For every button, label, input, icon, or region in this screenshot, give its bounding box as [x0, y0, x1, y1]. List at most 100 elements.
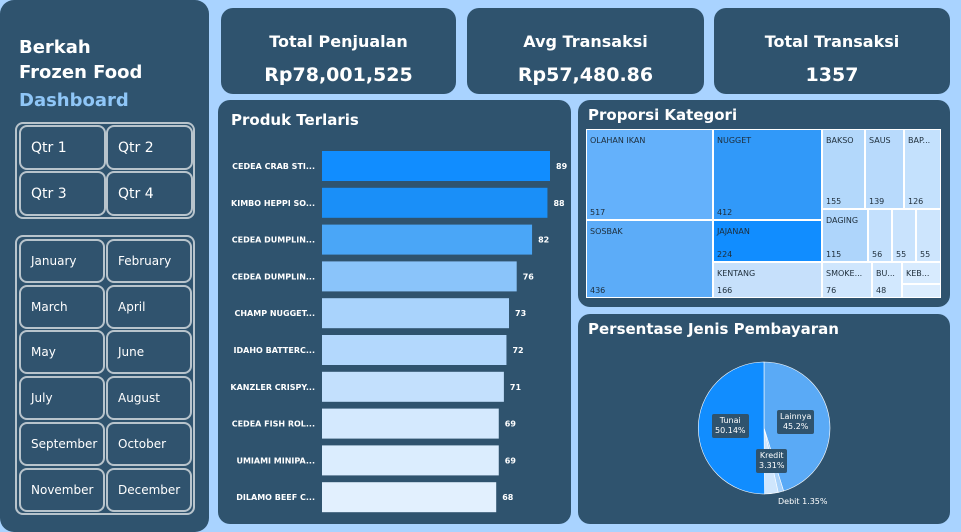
brand-title-line1: Berkah: [19, 37, 91, 58]
pie-label-debit: Debit 1.35%: [778, 497, 828, 506]
treemap-cell[interactable]: OLAHAN IKAN 517: [586, 129, 713, 220]
bar-value-label: 69: [505, 456, 517, 465]
treemap-cell-label: SAUS: [869, 136, 891, 145]
bar-value-label: 73: [515, 309, 526, 318]
jenis-pembayaran-panel: Persentase Jenis Pembayaran Lainnya 45.2%…: [578, 314, 950, 524]
bar-category-label: CEDEA DUMPLIN...: [232, 236, 315, 245]
treemap-cell[interactable]: 55: [916, 209, 941, 262]
bar-category-label: IDAHO BATTERC...: [234, 346, 315, 355]
kpi-value: 1357: [805, 64, 859, 86]
bar-category-label: KIMBO HEPPI SO...: [231, 199, 315, 208]
treemap-cell-value: 166: [717, 286, 733, 295]
bar[interactable]: [322, 335, 507, 365]
slicer-qtr-2[interactable]: Qtr 2: [106, 125, 193, 170]
bar-category-label: CHAMP NUGGET...: [234, 309, 315, 318]
kpi-title: Total Penjualan: [269, 32, 408, 51]
treemap-cell-label: BU...: [876, 269, 895, 278]
dashboard-label: Dashboard: [19, 90, 129, 111]
pie-chart: [698, 361, 831, 495]
slicer-month-august[interactable]: August: [106, 376, 192, 420]
bar-value-label: 72: [512, 346, 523, 355]
bar-value-label: 71: [510, 383, 522, 392]
bar[interactable]: [322, 408, 499, 439]
bar-chart-title: Produk Terlaris: [231, 111, 359, 129]
slicer-month-march[interactable]: March: [19, 285, 105, 329]
treemap-cell-value: 155: [826, 197, 842, 206]
bar-category-label: CEDEA CRAB STI...: [232, 162, 315, 171]
treemap-cell-label: KENTANG: [717, 269, 756, 278]
bar-chart: CEDEA CRAB STI... 89 KIMBO HEPPI SO... 88 CE…: [230, 151, 568, 513]
bar-category-label: CEDEA FISH ROL...: [232, 420, 315, 429]
proporsi-kategori-panel: Proporsi Kategori OLAHAN IKAN 517 SOSBAK 43…: [578, 100, 950, 307]
treemap-cell[interactable]: DAGING 115: [822, 209, 868, 262]
treemap-cell[interactable]: BU... 48: [872, 262, 902, 298]
treemap-cell[interactable]: KENTANG 166: [713, 262, 822, 298]
treemap-cell[interactable]: SOSBAK 436: [586, 220, 713, 298]
bar-category-label: DILAMO BEEF C...: [236, 493, 315, 502]
treemap-cell-value: 224: [717, 250, 733, 259]
treemap-cell[interactable]: BAKSO 155: [822, 129, 865, 209]
treemap-cell-value: 48: [876, 286, 887, 295]
treemap-cell-value: 55: [896, 250, 907, 259]
pie-label-lainnya: Lainnya 45.2%: [777, 410, 815, 434]
treemap-cell[interactable]: BAP... 126: [904, 129, 941, 209]
kpi-title: Total Transaksi: [764, 32, 900, 51]
bar[interactable]: [322, 482, 497, 513]
treemap-cell[interactable]: SMOKE... 76: [822, 262, 872, 298]
treemap-cell[interactable]: 56: [868, 209, 892, 262]
pie-label-percent: 3.31%: [759, 461, 785, 470]
treemap-cell-value: 412: [717, 208, 733, 217]
kpi-value: Rp78,001,525: [264, 64, 413, 86]
slicer-month-may[interactable]: May: [19, 330, 105, 374]
sidebar: Berkah Frozen Food Dashboard Qtr 1 Qtr 2…: [0, 0, 209, 532]
treemap-cell-value: 139: [869, 197, 885, 206]
treemap-cell-label: BAKSO: [826, 136, 854, 145]
month-slicer: January February March April May June Ju…: [15, 235, 195, 515]
slicer-month-november[interactable]: November: [19, 468, 105, 512]
bar-value-label: 76: [523, 272, 535, 281]
treemap-cell-value: 56: [872, 250, 883, 259]
bar-value-label: 89: [556, 162, 568, 171]
bar[interactable]: [322, 187, 548, 218]
treemap-cell-label: SOSBAK: [590, 227, 623, 236]
pie-label-name: Kredit: [759, 451, 784, 460]
treemap-cell[interactable]: 55: [892, 209, 916, 262]
treemap-cell[interactable]: KEB...: [902, 262, 941, 284]
kpi-total-penjualan: Total Penjualan Rp78,001,525: [221, 8, 456, 94]
bar[interactable]: [322, 298, 510, 329]
slicer-month-december[interactable]: December: [106, 468, 192, 512]
slicer-qtr-3[interactable]: Qtr 3: [19, 171, 106, 216]
bar[interactable]: [322, 371, 504, 402]
treemap-cell-label: BAP...: [908, 136, 931, 145]
slicer-qtr-4[interactable]: Qtr 4: [106, 171, 193, 216]
slicer-month-july[interactable]: July: [19, 376, 105, 420]
quarter-slicer: Qtr 1 Qtr 2 Qtr 3 Qtr 4: [15, 122, 195, 219]
treemap-cell[interactable]: NUGGET 412: [713, 129, 822, 220]
bar[interactable]: [322, 445, 499, 476]
slicer-month-june[interactable]: June: [106, 330, 192, 374]
treemap-chart: OLAHAN IKAN 517 SOSBAK 436 NUGGET 412 JAJANAN 2…: [586, 129, 941, 298]
slicer-month-september[interactable]: September: [19, 422, 105, 466]
slicer-month-february[interactable]: February: [106, 239, 192, 283]
pie-label-percent: 50.14%: [715, 426, 746, 435]
treemap-cell[interactable]: SAUS 139: [865, 129, 904, 209]
slicer-qtr-1[interactable]: Qtr 1: [19, 125, 106, 170]
slicer-month-january[interactable]: January: [19, 239, 105, 283]
bar-value-label: 82: [538, 236, 549, 245]
slicer-month-april[interactable]: April: [106, 285, 192, 329]
treemap-cell-value: 115: [826, 250, 842, 259]
treemap-cell[interactable]: JAJANAN 224: [713, 220, 822, 262]
kpi-title: Avg Transaksi: [523, 32, 648, 51]
treemap-cell-label: OLAHAN IKAN: [590, 136, 646, 145]
pie-label-percent: 45.2%: [782, 422, 809, 431]
bar[interactable]: [322, 261, 517, 292]
bar-category-label: CEDEA DUMPLIN...: [232, 272, 315, 281]
pie-label-tunai: Tunai 50.14%: [712, 414, 749, 438]
slicer-month-october[interactable]: October: [106, 422, 192, 466]
pie-chart-title: Persentase Jenis Pembayaran: [588, 320, 839, 338]
bar[interactable]: [322, 224, 533, 255]
treemap-cell-label: NUGGET: [717, 136, 752, 145]
treemap-cell-value: 436: [590, 286, 606, 295]
pie-label-name: Tunai: [719, 416, 741, 425]
bar[interactable]: [322, 151, 550, 181]
